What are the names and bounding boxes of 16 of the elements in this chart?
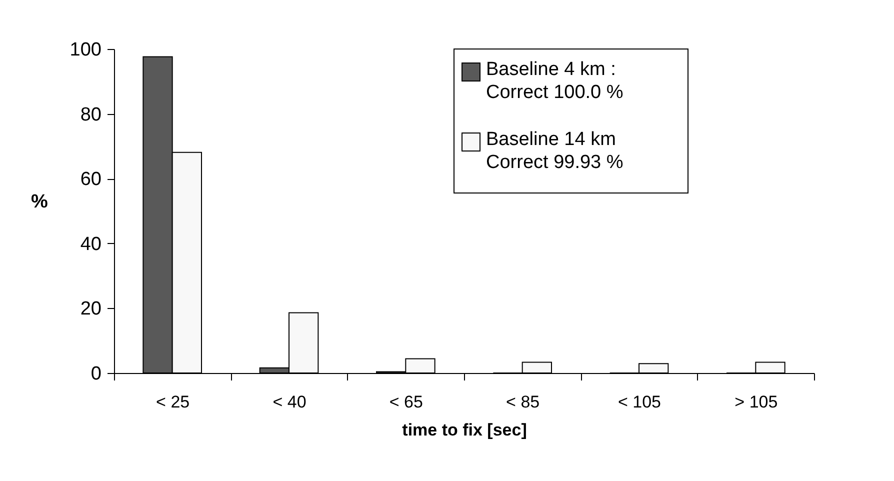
y-tick-label: 0 [90,364,102,384]
x-tick-label: < 105 [618,392,662,412]
y-tick-label: 80 [80,104,102,126]
x-tick-label: < 40 [272,392,306,412]
y-tick-label: 60 [80,169,102,190]
y-tick-label: 20 [80,298,102,320]
legend-label: Baseline 4 km : Correct 100.0 % [486,59,624,103]
x-tick-label: > 105 [734,392,778,412]
x-axis-title: time to fix [sec] [402,420,527,440]
x-tick-label: < 65 [389,392,423,412]
y-tick-label: 40 [80,234,102,255]
legend-label: Baseline 14 km Correct 99.93 % [486,129,624,173]
x-tick-label: < 25 [156,392,190,412]
y-axis-title: % [31,192,48,212]
x-tick-label: < 85 [506,392,540,412]
y-tick-label: 100 [70,40,102,60]
